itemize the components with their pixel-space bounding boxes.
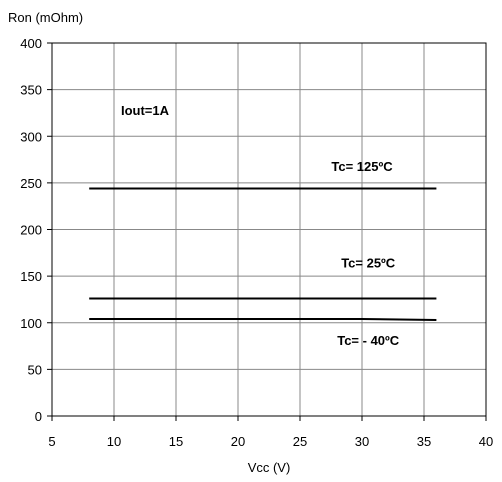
- annotation-label: Tc= 25ºC: [341, 256, 396, 271]
- y-tick-label: 350: [20, 83, 42, 98]
- y-tick-label: 100: [20, 316, 42, 331]
- series: [89, 187, 437, 321]
- y-tick-label: 0: [35, 409, 42, 424]
- annotations: Iout=1A Tc= 125ºC Tc= 25ºC Tc= - 40ºC: [121, 103, 400, 348]
- x-tick-labels: 5 10 15 20 25 30 35 40: [48, 434, 493, 449]
- y-tick-label: 300: [20, 129, 42, 144]
- x-tick-label: 10: [107, 434, 121, 449]
- x-axis-label: Vcc (V): [248, 460, 291, 475]
- y-tick-label: 250: [20, 176, 42, 191]
- y-axis-label: Ron (mOhm): [8, 10, 83, 25]
- plot-area-frame: [51, 42, 487, 417]
- y-tick-labels: 0 50 100 150 200 250 300 350 400: [20, 36, 42, 424]
- annotation-label: Iout=1A: [121, 103, 170, 118]
- y-tick-label: 150: [20, 269, 42, 284]
- series-line: [89, 318, 437, 321]
- x-tick-label: 5: [48, 434, 55, 449]
- x-tick-label: 20: [231, 434, 245, 449]
- y-tick-label: 50: [28, 362, 42, 377]
- annotation-label: Tc= 125ºC: [331, 159, 393, 174]
- x-tick-label: 40: [479, 434, 493, 449]
- annotation-label: Tc= - 40ºC: [337, 333, 400, 348]
- x-tick-label: 25: [293, 434, 307, 449]
- grid: [47, 42, 487, 421]
- x-tick-label: 15: [169, 434, 183, 449]
- y-tick-label: 200: [20, 223, 42, 238]
- x-tick-label: 35: [417, 434, 431, 449]
- x-tick-label: 30: [355, 434, 369, 449]
- y-tick-label: 400: [20, 36, 42, 51]
